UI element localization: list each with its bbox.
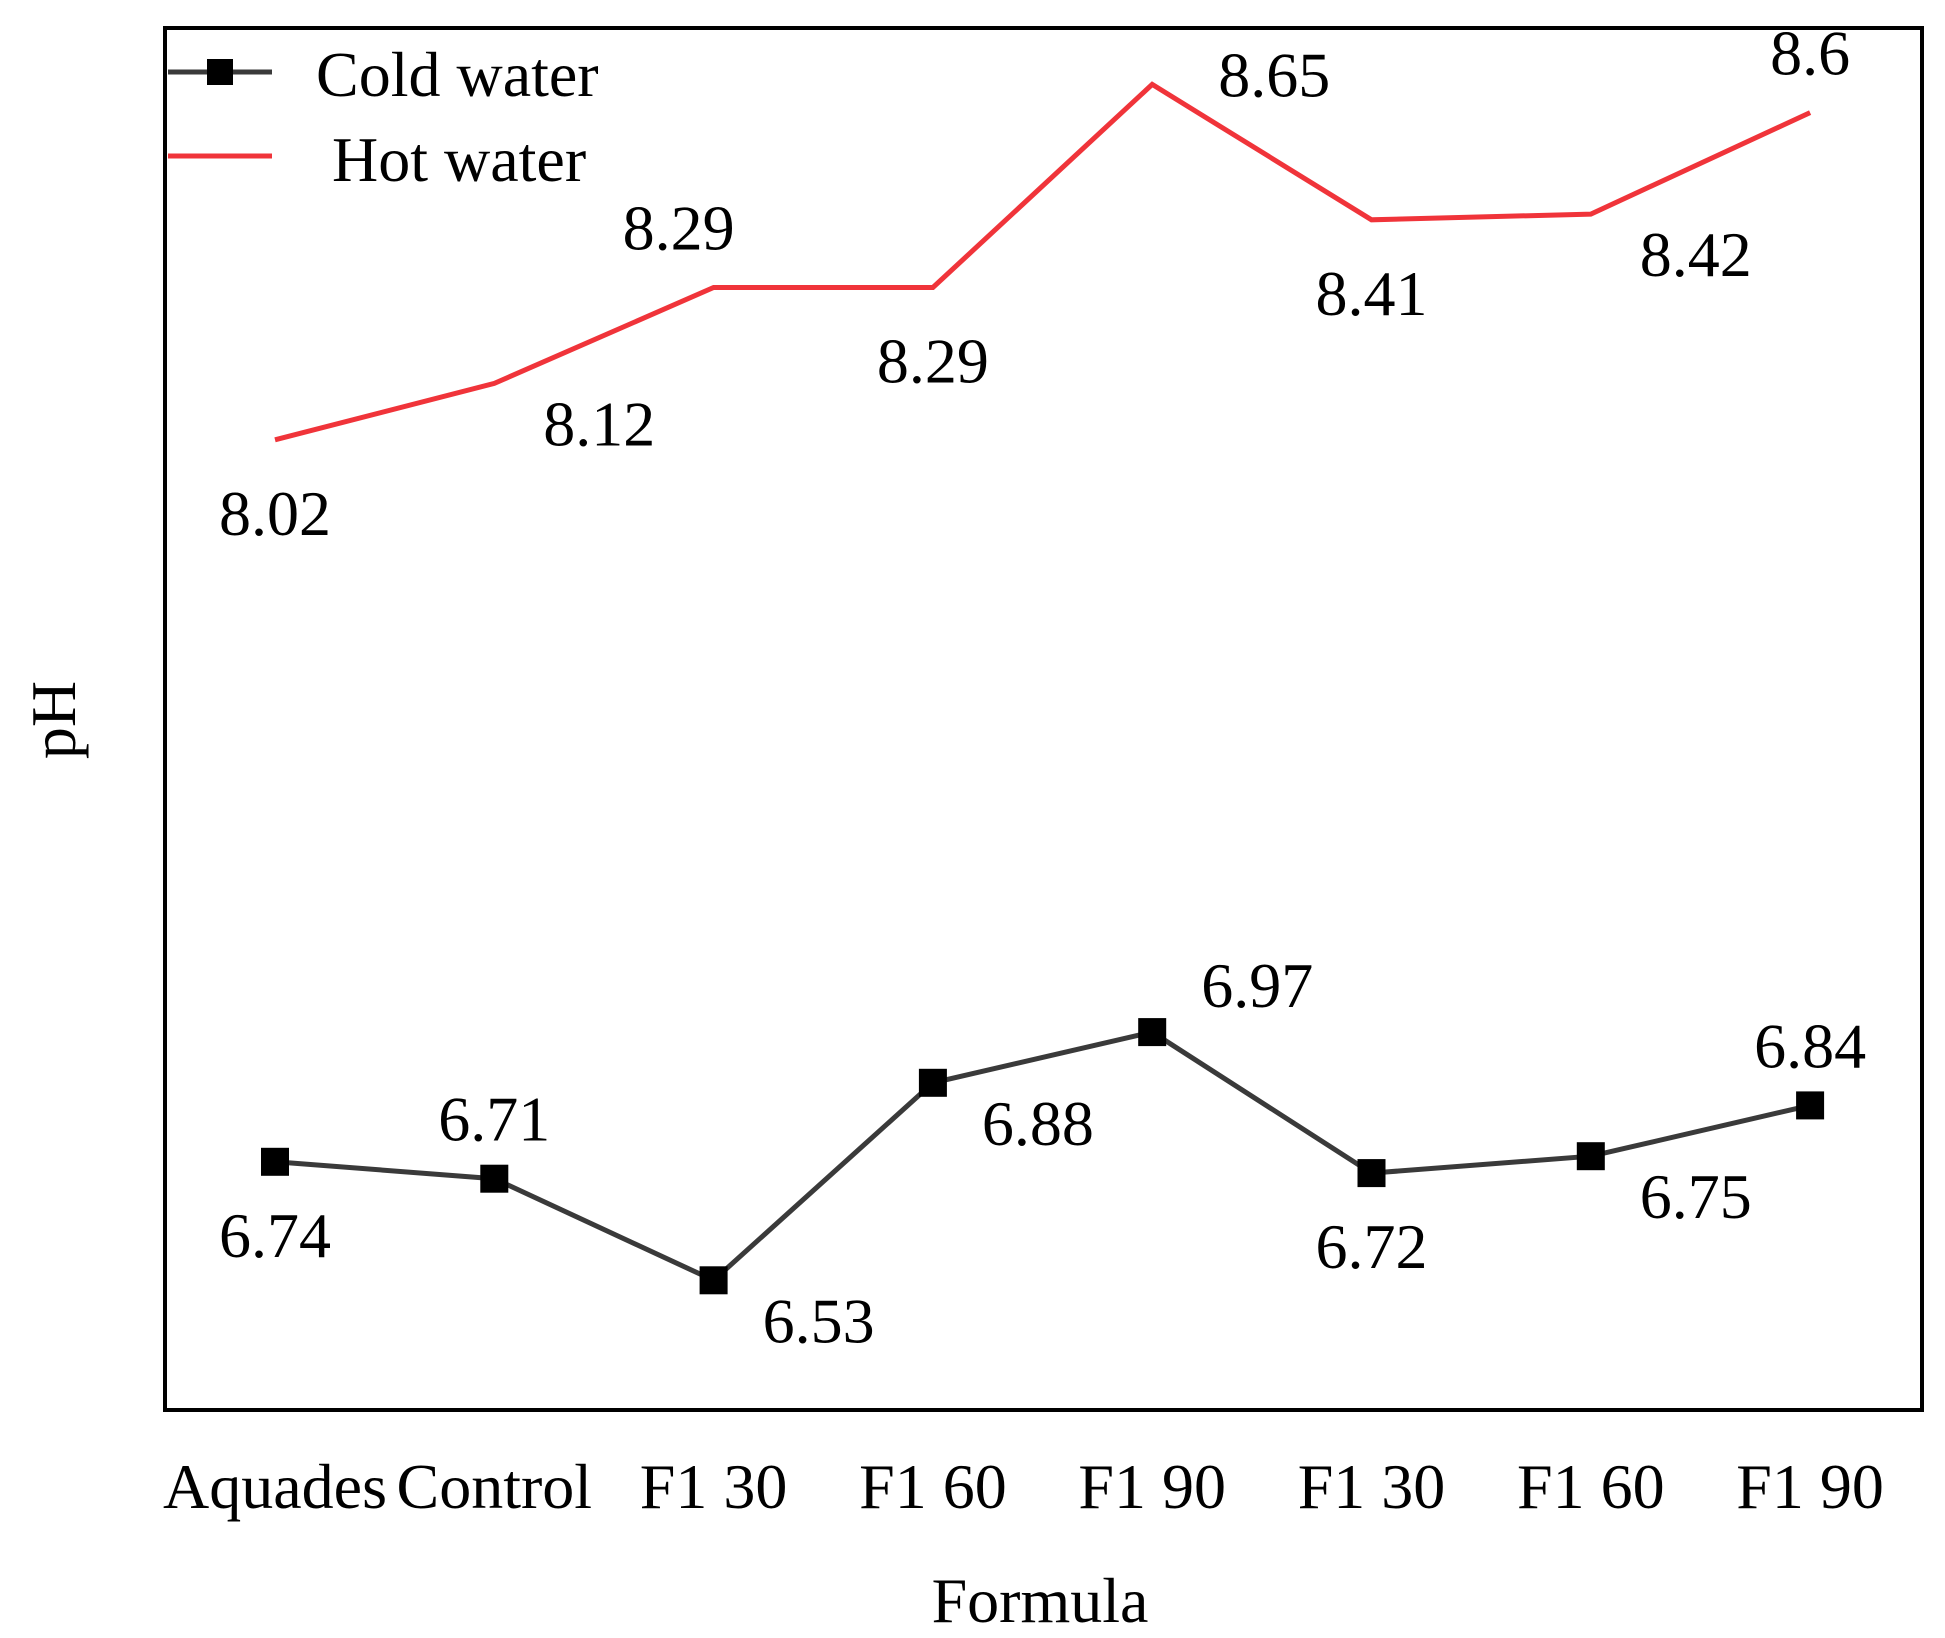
x-tick-label: Control: [397, 1451, 593, 1522]
data-label-hot-water: 8.02: [219, 478, 331, 549]
data-label-cold-water: 6.97: [1201, 950, 1313, 1021]
series-line-cold-water: [274, 1029, 1811, 1284]
data-label-hot-water: 8.65: [1218, 39, 1330, 110]
data-point-cold-water: [1796, 1091, 1825, 1120]
data-label-cold-water: 6.53: [763, 1285, 875, 1356]
series-layer: [261, 81, 1825, 1295]
data-point-cold-water: [1576, 1142, 1605, 1171]
data-label-cold-water: 6.84: [1754, 1010, 1866, 1081]
data-label-cold-water: 6.71: [438, 1084, 550, 1155]
data-label-hot-water: 8.29: [877, 326, 989, 397]
data-label-hot-water: 8.6: [1770, 18, 1850, 89]
data-label-hot-water: 8.42: [1640, 219, 1752, 290]
data-label-hot-water: 8.41: [1316, 258, 1428, 329]
data-label-hot-water: 8.12: [543, 388, 655, 459]
data-point-cold-water: [1138, 1018, 1167, 1047]
x-tick-label: F1 90: [1078, 1451, 1226, 1522]
data-point-cold-water: [480, 1164, 509, 1193]
legend-marker-cold-water: [207, 59, 233, 85]
data-label-cold-water: 6.74: [219, 1200, 331, 1271]
series-line-hot-water: [274, 81, 1812, 443]
data-label-cold-water: 6.72: [1316, 1211, 1428, 1282]
x-tick-label: F1 60: [859, 1451, 1007, 1522]
data-point-cold-water: [1357, 1159, 1386, 1188]
data-label-cold-water: 6.88: [982, 1088, 1094, 1159]
plot-frame: [163, 26, 1924, 1412]
data-labels: 6.74 6.71 6.53 6.88 6.97 6.72 6.75 6.84 8.02 8.12…: [219, 18, 1866, 1357]
data-point-cold-water: [918, 1068, 947, 1097]
legend-label-hot-water: Hot water: [332, 124, 586, 195]
data-point-cold-water: [261, 1147, 289, 1176]
x-tick-label: F1 60: [1517, 1451, 1665, 1522]
x-tick-labels: Aquades Control F1 30 F1 60 F1 90 F1 30 F1 60 F…: [163, 1451, 1884, 1522]
x-tick-label: F1 90: [1736, 1451, 1884, 1522]
x-tick-label: F1 30: [1298, 1451, 1446, 1522]
legend: Cold water Hot water: [168, 39, 599, 195]
data-point-cold-water: [699, 1266, 728, 1295]
legend-label-cold-water: Cold water: [316, 39, 599, 110]
data-label-cold-water: 6.75: [1640, 1161, 1752, 1232]
data-label-hot-water: 8.29: [623, 193, 735, 264]
x-axis-title: Formula: [932, 1565, 1149, 1636]
x-tick-label: Aquades: [163, 1451, 387, 1522]
x-tick-label: F1 30: [640, 1451, 788, 1522]
y-axis-title: pH: [18, 681, 89, 759]
